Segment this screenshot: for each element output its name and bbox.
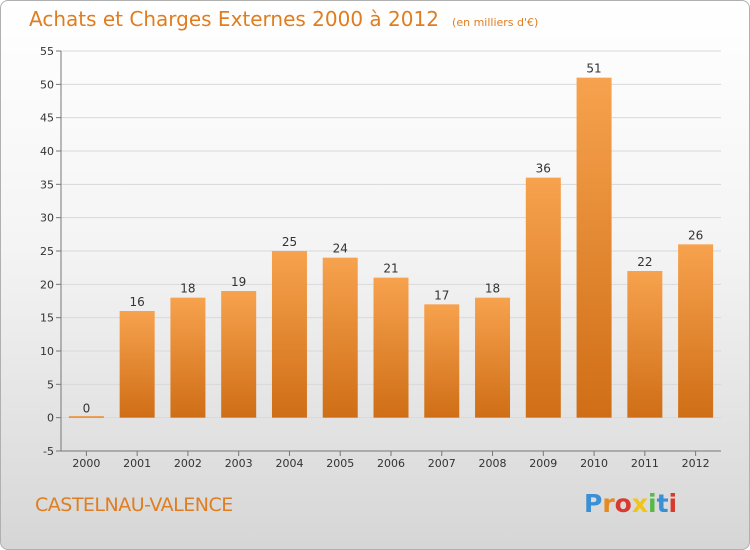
value-label-2012: 26	[688, 228, 703, 242]
value-label-2001: 16	[130, 295, 145, 309]
bar-2002	[170, 297, 206, 418]
value-label-2003: 19	[231, 275, 246, 289]
logo-letter: i	[668, 489, 678, 518]
bar-2000	[68, 416, 104, 418]
logo-letter: P	[584, 489, 603, 518]
y-tick-label: 30	[40, 212, 54, 225]
logo-letter: x	[631, 489, 648, 518]
y-tick-label: 35	[40, 178, 54, 191]
bars	[68, 77, 714, 418]
logo-letter: t	[656, 489, 669, 518]
x-tick-label-2006: 2006	[377, 457, 405, 470]
title-row: Achats et Charges Externes 2000 à 2012 (…	[29, 7, 538, 31]
y-tick-label: 55	[40, 45, 54, 58]
value-label-2009: 36	[536, 162, 551, 176]
bar-2006	[373, 277, 409, 418]
x-tick-label-2007: 2007	[428, 457, 456, 470]
x-tick-label-2000: 2000	[72, 457, 100, 470]
proxiti-logo: Proxiti	[584, 489, 677, 518]
x-tick-label-2003: 2003	[225, 457, 253, 470]
bar-2009	[525, 177, 561, 418]
bar-2012	[678, 244, 714, 418]
value-label-2007: 17	[434, 288, 449, 302]
value-label-2011: 22	[637, 255, 652, 269]
bar-2007	[424, 304, 460, 418]
y-tick-label: 15	[40, 312, 54, 325]
y-tick-label: 40	[40, 145, 54, 158]
x-tick-label-2005: 2005	[326, 457, 354, 470]
bar-2010	[576, 77, 612, 418]
x-tick-label-2008: 2008	[479, 457, 507, 470]
value-label-2002: 18	[180, 282, 195, 296]
x-tick-label-2009: 2009	[529, 457, 557, 470]
x-tick-label-2001: 2001	[123, 457, 151, 470]
logo-letter: o	[614, 489, 632, 518]
y-tick-label: 0	[47, 412, 54, 425]
value-label-2008: 18	[485, 282, 500, 296]
bar-2005	[322, 257, 358, 418]
chart-title: Achats et Charges Externes 2000 à 2012	[29, 7, 439, 31]
bar-2008	[475, 297, 511, 418]
x-tick-label-2004: 2004	[275, 457, 303, 470]
bar-2004	[271, 251, 307, 418]
y-tick-label: 20	[40, 278, 54, 291]
logo-letter: r	[602, 489, 615, 518]
x-tick-label-2002: 2002	[174, 457, 202, 470]
logo-letter: i	[648, 489, 657, 518]
x-tick-label-2012: 2012	[682, 457, 710, 470]
y-tick-label: 45	[40, 112, 54, 125]
value-label-2000: 0	[83, 402, 91, 416]
chart-unit: (en milliers d'€)	[452, 16, 539, 29]
value-label-2010: 51	[586, 62, 601, 76]
value-labels: 0 16 18 19 25 24 21 17 18 36 51 22 26	[83, 62, 704, 416]
value-label-2006: 21	[383, 262, 398, 276]
bar-2001	[119, 311, 155, 418]
commune-name: CASTELNAU-VALENCE	[35, 494, 233, 516]
x-tick-label-2010: 2010	[580, 457, 608, 470]
y-tick-label: -5	[43, 445, 54, 458]
x-tick-label-2011: 2011	[631, 457, 659, 470]
value-label-2004: 25	[282, 235, 297, 249]
y-tick-label: 10	[40, 345, 54, 358]
value-label-2005: 24	[333, 242, 348, 256]
y-tick-label: 50	[40, 78, 54, 91]
y-tick-label: 5	[47, 378, 54, 391]
bar-2011	[627, 271, 663, 418]
y-tick-label: 25	[40, 245, 54, 258]
bar-2003	[221, 291, 257, 418]
